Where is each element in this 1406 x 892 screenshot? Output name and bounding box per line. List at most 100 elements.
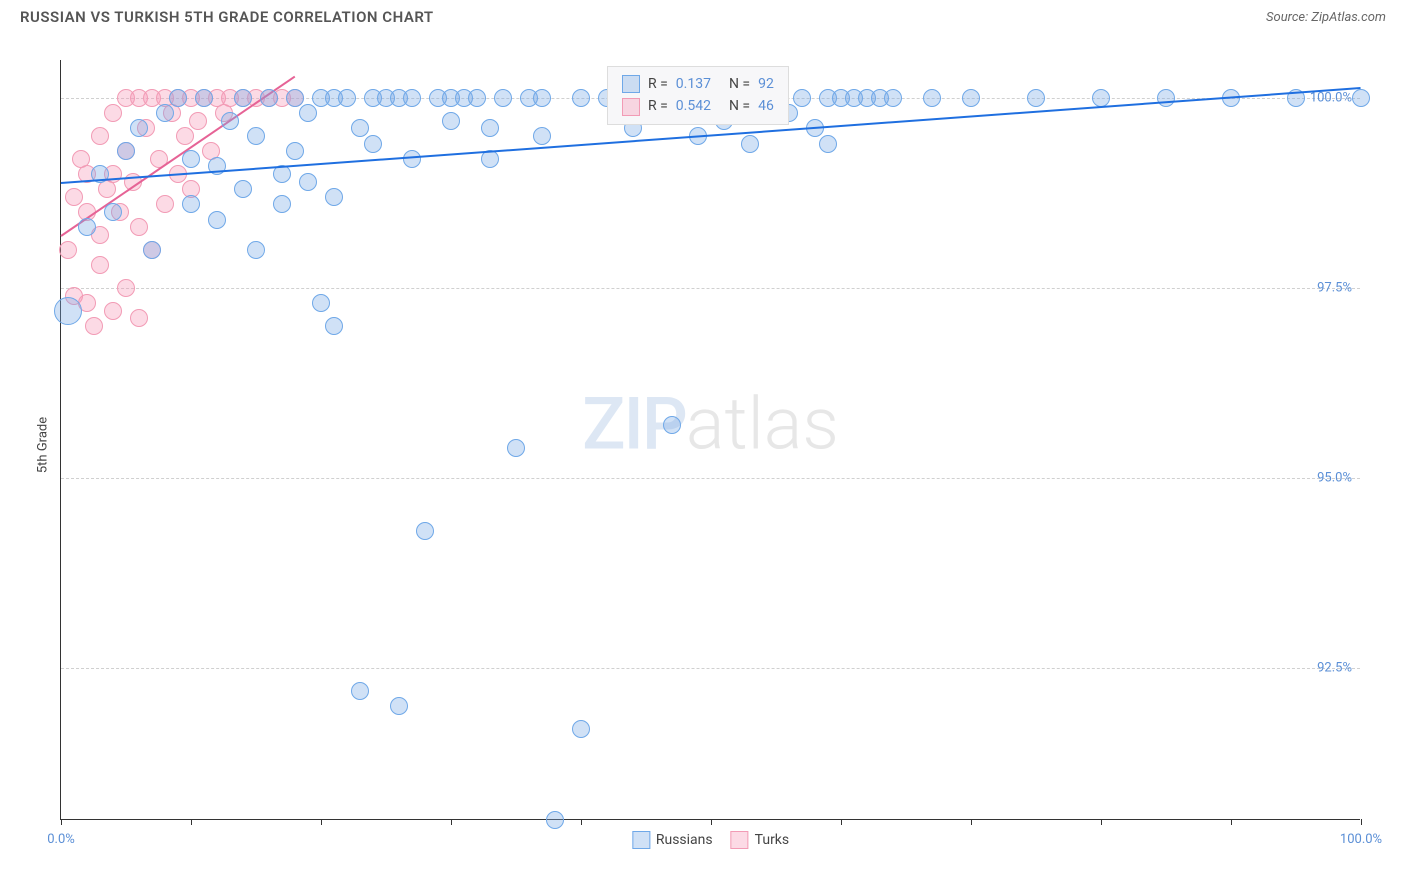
scatter-point-russians [403,89,421,107]
source-label: Source: ZipAtlas.com [1266,10,1386,25]
gridline [61,668,1360,669]
scatter-point-russians [923,89,941,107]
scatter-point-russians [533,89,551,107]
x-tick [581,819,582,825]
y-tick-label: 97.5% [1317,281,1352,296]
x-tick [61,819,62,825]
scatter-point-turks [91,256,109,274]
scatter-point-russians [273,195,291,213]
scatter-point-russians [507,439,525,457]
r-label: R = [648,95,668,117]
scatter-point-russians [260,89,278,107]
scatter-point-russians [819,135,837,153]
r-label: R = [648,73,668,95]
scatter-point-russians [481,119,499,137]
scatter-point-turks [85,317,103,335]
scatter-point-russians [325,317,343,335]
x-tick-label: 100.0% [1340,832,1382,847]
x-tick-label: 0.0% [47,832,75,847]
correlation-legend: R =0.137N =92R =0.542N =46 [607,66,789,125]
scatter-point-turks [104,302,122,320]
watermark-atlas: atlas [686,382,839,467]
scatter-point-russians [156,104,174,122]
scatter-point-turks [117,279,135,297]
scatter-point-turks [59,241,77,259]
scatter-point-russians [130,119,148,137]
legend-label: Russians [656,832,713,848]
scatter-point-russians [234,180,252,198]
scatter-point-russians [351,119,369,137]
scatter-point-russians [1092,89,1110,107]
scatter-point-russians [195,89,213,107]
scatter-point-russians [1352,89,1370,107]
legend-label: Turks [755,832,790,848]
scatter-point-russians [1157,89,1175,107]
scatter-point-russians [182,150,200,168]
legend-swatch [731,831,749,849]
scatter-point-russians [546,811,564,829]
scatter-point-turks [189,112,207,130]
scatter-point-russians [54,297,82,325]
scatter-point-russians [286,89,304,107]
x-tick [841,819,842,825]
scatter-point-russians [221,112,239,130]
scatter-point-russians [169,89,187,107]
y-tick-label: 92.5% [1317,661,1352,676]
n-label: N = [729,73,750,95]
scatter-point-russians [494,89,512,107]
scatter-point-russians [286,142,304,160]
legend-row: R =0.137N =92 [622,73,774,95]
legend-swatch [622,98,640,116]
y-tick-label: 95.0% [1317,471,1352,486]
x-tick [1361,819,1362,825]
series-legend-item: Russians [632,831,713,849]
scatter-point-turks [65,188,83,206]
scatter-point-turks [156,195,174,213]
scatter-point-turks [130,309,148,327]
scatter-point-turks [130,218,148,236]
series-legend-item: Turks [731,831,790,849]
y-axis-label: 5th Grade [36,417,51,473]
scatter-point-russians [962,89,980,107]
gridline [61,288,1360,289]
scatter-point-russians [364,135,382,153]
scatter-point-russians [1027,89,1045,107]
scatter-point-russians [208,211,226,229]
scatter-point-russians [182,195,200,213]
scatter-point-russians [468,89,486,107]
y-tick-label: 100.0% [1310,91,1352,106]
x-tick [321,819,322,825]
scatter-point-russians [390,697,408,715]
scatter-point-russians [884,89,902,107]
scatter-point-russians [741,135,759,153]
scatter-point-russians [247,127,265,145]
x-tick [1101,819,1102,825]
scatter-point-turks [104,104,122,122]
series-legend: Russians Turks [632,831,789,849]
scatter-point-russians [117,142,135,160]
x-tick [1231,819,1232,825]
scatter-point-russians [351,682,369,700]
chart-container: 5th Grade ZIPatlas 92.5% 95.0% 97.5% 100.0%… [20,40,1386,850]
legend-swatch [632,831,650,849]
legend-row: R =0.542N =46 [622,95,774,117]
scatter-point-russians [325,188,343,206]
chart-title: RUSSIAN VS TURKISH 5TH GRADE CORRELATION… [20,8,434,26]
scatter-point-russians [416,522,434,540]
scatter-point-russians [234,89,252,107]
scatter-point-russians [338,89,356,107]
n-label: N = [729,95,750,117]
scatter-point-russians [299,104,317,122]
scatter-point-turks [176,127,194,145]
scatter-point-russians [442,112,460,130]
legend-swatch [622,75,640,93]
plot-area: ZIPatlas 92.5%95.0%97.5%100.0%0.0%100.0%… [60,60,1360,820]
scatter-point-russians [572,89,590,107]
scatter-point-russians [247,241,265,259]
scatter-point-russians [312,294,330,312]
n-value: 46 [758,95,774,117]
x-tick [451,819,452,825]
watermark: ZIPatlas [582,382,839,467]
x-tick [711,819,712,825]
scatter-point-russians [299,173,317,191]
